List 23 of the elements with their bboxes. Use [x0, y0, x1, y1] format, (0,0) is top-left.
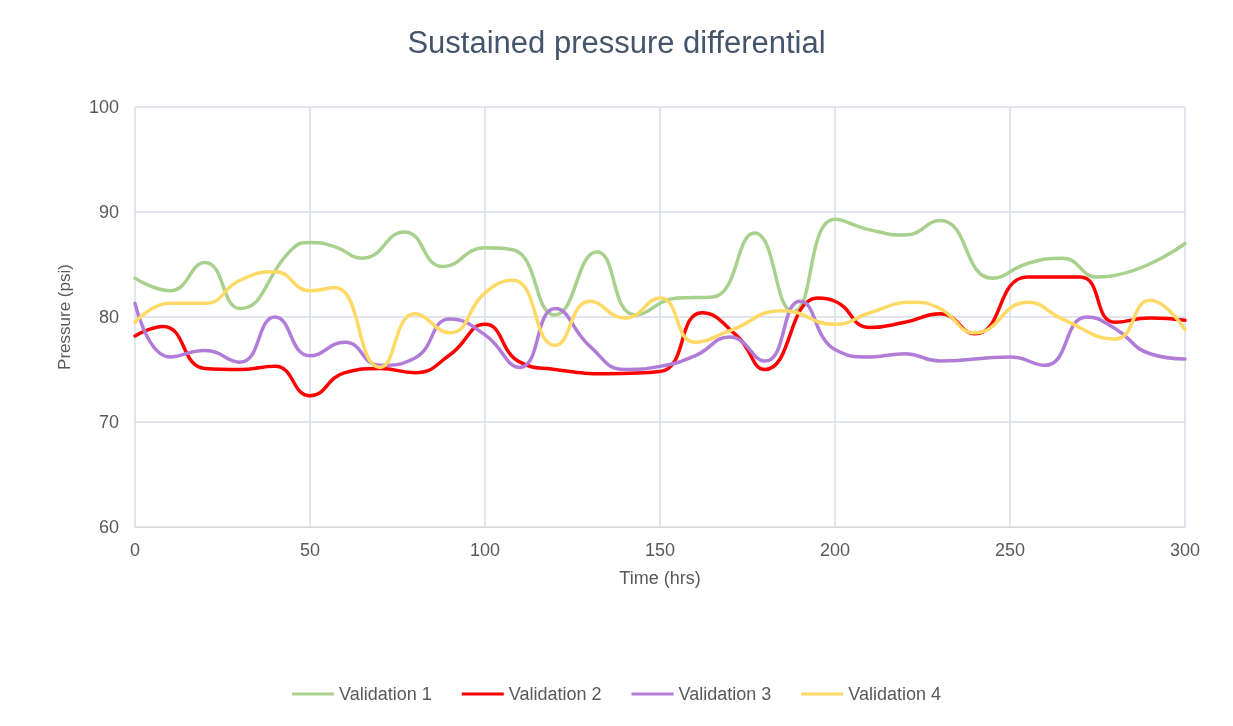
- y-tick-label: 80: [98, 307, 119, 327]
- x-tick-label: 300: [1169, 540, 1201, 560]
- x-axis-title: Time (hrs): [619, 568, 701, 588]
- x-tick-label: 200: [819, 540, 851, 560]
- chart-title: Sustained pressure differential: [407, 25, 826, 60]
- legend-label: Validation 1: [339, 684, 432, 704]
- line-series: [133, 270, 1187, 370]
- legend-label: Validation 3: [678, 684, 772, 704]
- y-tick-label: 90: [98, 202, 119, 222]
- y-tick-label: 100: [88, 97, 119, 117]
- y-tick-label: 60: [98, 517, 119, 537]
- y-axis-title: Pressure (psi): [55, 264, 74, 370]
- legend-label: Validation 2: [508, 684, 602, 704]
- line-series: [133, 217, 1187, 317]
- legend-label: Validation 4: [848, 684, 941, 704]
- line-series: [133, 299, 1187, 372]
- y-tick-label: 70: [98, 412, 119, 432]
- line-series: [133, 275, 1187, 398]
- x-tick-label: 250: [994, 540, 1026, 560]
- x-tick-label: 50: [299, 540, 321, 560]
- x-tick-label: 150: [644, 540, 676, 560]
- x-tick-label: 100: [469, 540, 501, 560]
- x-tick-label: 0: [129, 540, 141, 560]
